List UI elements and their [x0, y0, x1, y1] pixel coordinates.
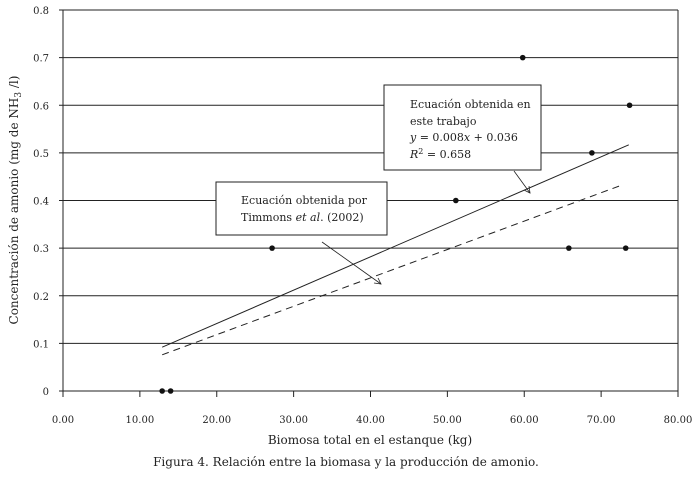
- arrow-timmons: [321, 241, 382, 285]
- x-tick-label: 0.00: [52, 415, 74, 426]
- data-point: [453, 197, 459, 204]
- svg-text:R2 = 0.658: R2 = 0.658: [409, 147, 471, 161]
- x-tick-label: 60.00: [510, 415, 539, 426]
- y-tick-label: 0.6: [33, 101, 49, 112]
- y-tick-label: 0.7: [33, 54, 49, 65]
- y-tick-label: 0.2: [33, 292, 49, 303]
- y-tick-label: 0: [43, 387, 49, 398]
- data-point: [566, 245, 572, 251]
- x-tick-label: 80.00: [664, 415, 693, 426]
- data-point: [519, 54, 526, 61]
- annotation-this-work: Ecuación obtenida en este trabajo y = 0.…: [383, 84, 542, 194]
- y-tick-label: 0.4: [33, 197, 49, 208]
- y-tick-label: 0.1: [33, 339, 49, 350]
- x-tick-label: 70.00: [587, 415, 616, 426]
- svg-text:Timmons et al. (2002): Timmons et al. (2002): [241, 211, 364, 224]
- y-tick-label: 0.3: [33, 244, 49, 255]
- figure-caption: Figura 4. Relación entre la biomasa y la…: [153, 455, 539, 469]
- trend-line-dashed: [161, 184, 623, 356]
- x-tick-label: 50.00: [433, 415, 462, 426]
- data-point: [626, 102, 633, 109]
- data-point: [167, 388, 174, 394]
- data-point: [159, 388, 165, 394]
- y-tick-label: 0.5: [33, 149, 49, 160]
- trend-line-solid: [161, 144, 629, 348]
- svg-text:este trabajo: este trabajo: [410, 115, 477, 128]
- data-point: [589, 150, 595, 156]
- data-point: [622, 245, 629, 251]
- svg-text:Ecuación obtenida en: Ecuación obtenida en: [410, 98, 531, 111]
- x-axis-label: Biomosa total en el estanque (kg): [268, 433, 472, 447]
- x-tick-label: 40.00: [356, 415, 385, 426]
- x-tick-label: 20.00: [202, 415, 231, 426]
- svg-text:Ecuación obtenida por: Ecuación obtenida por: [241, 194, 368, 207]
- annotation-timmons: Ecuación obtenida por Timmons et al. (20…: [215, 181, 388, 285]
- y-axis-label: Concentración de amonio (mg de NH3 /l): [7, 76, 24, 325]
- data-point: [269, 245, 275, 251]
- arrow-this-work: [513, 170, 531, 194]
- x-tick-label: 30.00: [279, 415, 308, 426]
- y-tick-label: 0.8: [33, 6, 49, 17]
- svg-text:y = 0.008x + 0.036: y = 0.008x + 0.036: [409, 131, 518, 144]
- x-tick-label: 10.00: [126, 415, 155, 426]
